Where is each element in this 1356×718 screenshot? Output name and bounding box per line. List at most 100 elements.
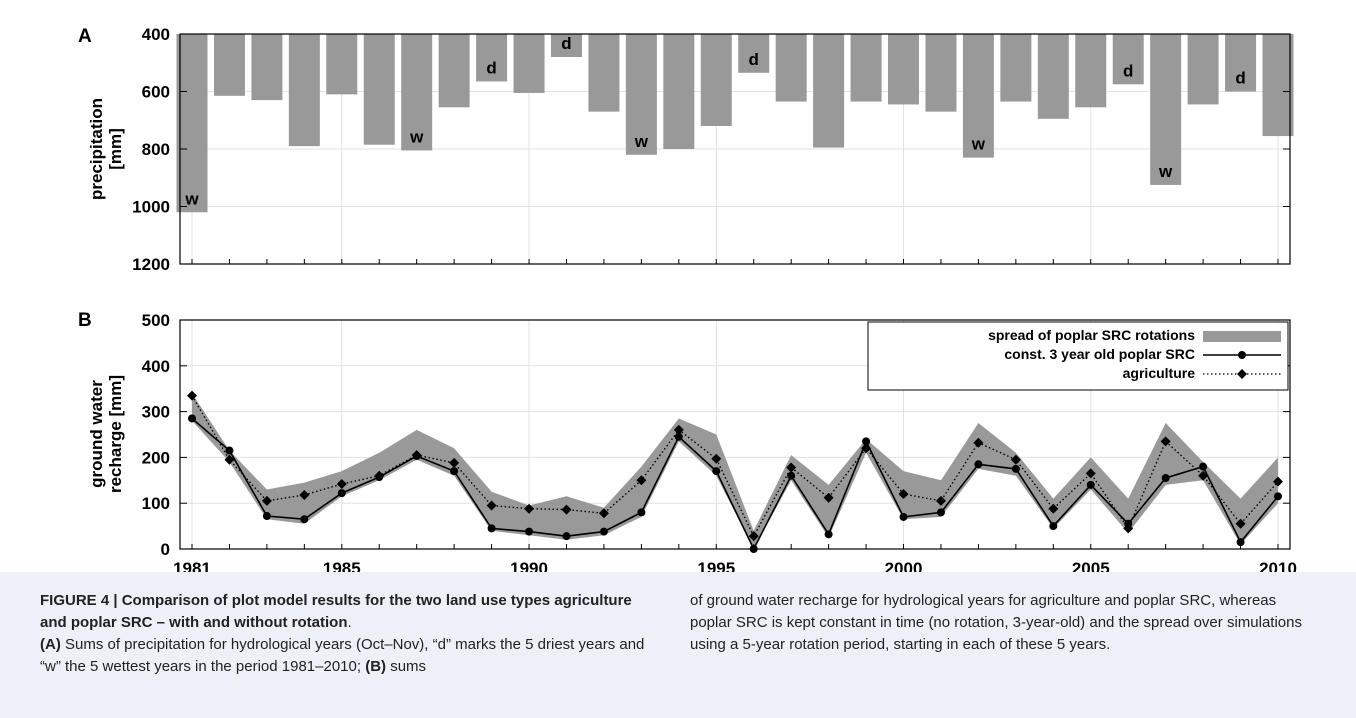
panel-b-ylabel-line2: recharge [mm] [106, 375, 125, 493]
agriculture-point-1994 [673, 424, 684, 435]
agriculture-point-1986 [374, 470, 385, 481]
agriculture-point-2000 [898, 489, 909, 500]
agriculture-point-1990 [524, 503, 535, 514]
marker-d-2006: d [1123, 61, 1133, 80]
marker-w-2002: w [971, 135, 986, 154]
precipitation-bar-1997 [775, 34, 807, 102]
marker-d-1991: d [561, 34, 571, 53]
legend-swatch-spread [1203, 331, 1281, 342]
legend-marker-agriculture [1237, 369, 1247, 379]
poplar-src-line [191, 417, 1279, 551]
panel-a-markers: w w d d w d w d w d [184, 34, 1245, 208]
legend-label-poplar: const. 3 year old poplar SRC [1004, 346, 1195, 362]
agriculture-point-1982 [224, 454, 235, 465]
panel-b-x-axis: 1981 1985 1990 1995 2000 2005 2010 [173, 544, 1297, 572]
precipitation-bar-1991 [550, 34, 582, 57]
caption-right-column: of ground water recharge for hydrologica… [690, 590, 1310, 656]
panel-b-lines [191, 395, 1279, 551]
precipitation-bar-1982 [213, 34, 245, 96]
spread-band-area [192, 393, 1278, 549]
precipitation-bar-2008 [1187, 34, 1219, 105]
panel-a-ytick-label-1200: 1200 [132, 255, 170, 274]
caption-part-a-text: Sums of precipitation for hydrological y… [40, 636, 645, 675]
panel-b-legend: spread of poplar SRC rotations const. 3 … [867, 321, 1289, 391]
agriculture-point-1992 [598, 508, 609, 519]
precipitation-bar-1996 [738, 34, 770, 73]
poplar-point-1988 [450, 467, 459, 476]
panel-b-spread-band [192, 393, 1278, 549]
panel-b-ytick-label-500: 500 [142, 311, 170, 330]
precipitation-bar-2005 [1075, 34, 1107, 108]
agriculture-point-1996 [748, 531, 759, 542]
agriculture-point-2009 [1235, 518, 1246, 529]
marker-d-2009: d [1235, 69, 1245, 88]
poplar-point-1993 [637, 508, 646, 517]
panel-b-ytick-label-0: 0 [161, 540, 170, 559]
precipitation-bar-1994 [663, 34, 695, 149]
caption-part-b-label: (B) [365, 658, 387, 675]
poplar-point-1985 [337, 489, 346, 498]
panel-a-label: A [78, 26, 92, 47]
agriculture-point-1987 [411, 450, 422, 461]
panel-b-xtick-label-2010: 2010 [1259, 559, 1297, 572]
precipitation-bar-1999 [850, 34, 882, 102]
precipitation-bar-1988 [438, 34, 470, 108]
agriculture-point-2005 [1085, 468, 1096, 479]
agriculture-point-1993 [636, 475, 647, 486]
panel-b-xtick-label-1981: 1981 [173, 559, 211, 572]
panel-b-xtick-label-2000: 2000 [885, 559, 923, 572]
precipitation-bar-1984 [288, 34, 320, 147]
precipitation-bar-2009 [1225, 34, 1257, 92]
panel-a-ytick-label-400: 400 [142, 25, 170, 44]
agriculture-point-1999 [861, 443, 872, 454]
agriculture-point-1985 [336, 478, 347, 489]
panel-a-x-axis [191, 259, 1279, 264]
panel-b-xtick-label-1985: 1985 [323, 559, 361, 572]
agriculture-point-1991 [561, 504, 572, 515]
precipitation-bar-1995 [700, 34, 732, 126]
precipitation-bar-1993 [625, 34, 657, 155]
panel-b-ytick-label-100: 100 [142, 494, 170, 513]
panel-b-frame [179, 319, 1291, 550]
marker-w-1987: w [409, 127, 424, 146]
poplar-point-1997 [787, 471, 796, 480]
marker-d-1989: d [486, 58, 496, 77]
precipitation-bar-1983 [251, 34, 283, 101]
marker-w-1981: w [184, 189, 199, 208]
poplar-point-2003 [1011, 464, 1020, 473]
precipitation-bar-1992 [588, 34, 620, 112]
agriculture-point-2003 [1010, 454, 1021, 465]
panel-a-bars [176, 34, 1294, 213]
precipitation-bar-2003 [1000, 34, 1032, 102]
caption-part-b-text-1: sums [386, 658, 427, 675]
agriculture-point-1988 [449, 457, 460, 468]
poplar-point-1994 [674, 432, 683, 441]
panel-b-ytick-label-300: 300 [142, 403, 170, 422]
marker-d-1996: d [749, 50, 759, 69]
precipitation-bar-2010 [1262, 34, 1294, 137]
poplar-point-1998 [824, 530, 833, 539]
figure-caption: FIGURE 4 | Comparison of plot model resu… [0, 572, 1356, 718]
agriculture-point-2006 [1123, 523, 1134, 534]
panel-a-ytick-label-1000: 1000 [132, 198, 170, 217]
precipitation-bar-1986 [363, 34, 395, 145]
agriculture-point-2002 [973, 437, 984, 448]
poplar-point-2002 [974, 460, 983, 469]
poplar-point-2004 [1049, 522, 1058, 531]
legend-marker-poplar [1238, 351, 1246, 359]
precipitation-bar-2002 [962, 34, 994, 158]
agriculture-point-2008 [1198, 470, 1209, 481]
poplar-point-2001 [936, 508, 945, 517]
poplar-point-1989 [487, 524, 496, 533]
caption-left-column: FIGURE 4 | Comparison of plot model resu… [40, 590, 650, 678]
poplar-point-2000 [899, 512, 908, 521]
poplar-point-1982 [225, 446, 234, 455]
caption-part-b-text-2: of ground water recharge for hydrologica… [690, 592, 1302, 653]
agriculture-point-2001 [935, 495, 946, 506]
panel-b-ytick-label-200: 200 [142, 448, 170, 467]
agriculture-point-1989 [486, 500, 497, 511]
panel-b-ylabel-line1: ground water [87, 380, 106, 488]
precipitation-bar-2007 [1150, 34, 1182, 185]
poplar-point-2009 [1236, 538, 1245, 547]
